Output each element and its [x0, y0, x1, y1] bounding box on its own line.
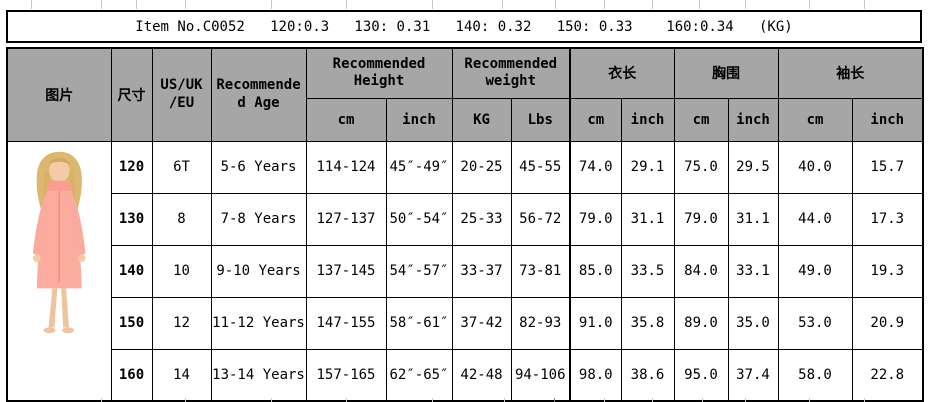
cell-chest-inch: 33.1 [727, 244, 779, 298]
cell-us-uk-eu: 10 [151, 244, 212, 298]
cell-length-cm: 98.0 [569, 348, 622, 402]
cell-height-cm: 127-137 [305, 192, 387, 246]
table-row: 160 14 13-14 Years 157-165 62″-65″ 42-48… [7, 348, 924, 402]
product-photo [8, 142, 110, 344]
cell-chest-inch: 37.4 [727, 348, 779, 402]
cell-chest-inch: 29.5 [727, 140, 779, 194]
cell-weight-kg: 25-33 [451, 192, 512, 246]
cell-chest-inch: 31.1 [727, 192, 779, 246]
cell-height-inch: 54″-57″ [385, 244, 453, 298]
product-photo-cell [6, 140, 112, 402]
col-header-length: 衣长 [569, 47, 675, 99]
cell-sleeve-inch: 19.3 [851, 244, 924, 298]
cell-weight-lbs: 82-93 [510, 296, 571, 350]
cell-height-cm: 147-155 [305, 296, 387, 350]
cell-chest-cm: 79.0 [673, 192, 729, 246]
cell-length-cm: 79.0 [569, 192, 622, 246]
cell-chest-cm: 75.0 [673, 140, 729, 194]
col-header-sleeve: 袖长 [777, 47, 924, 99]
cell-length-inch: 31.1 [620, 192, 675, 246]
cell-us-uk-eu: 14 [151, 348, 212, 402]
cell-age: 11-12 Years [210, 296, 307, 350]
cell-size: 120 [110, 140, 153, 194]
subheader-chest-cm: cm [673, 97, 729, 142]
subheader-length-cm: cm [569, 97, 622, 142]
cell-sleeve-inch: 20.9 [851, 296, 924, 350]
cell-sleeve-cm: 53.0 [777, 296, 853, 350]
cell-height-inch: 58″-61″ [385, 296, 453, 350]
cell-age: 5-6 Years [210, 140, 307, 194]
cell-weight-kg: 37-42 [451, 296, 512, 350]
col-header-image: 图片 [6, 47, 112, 142]
cell-length-inch: 33.5 [620, 244, 675, 298]
cell-weight-lbs: 56-72 [510, 192, 571, 246]
col-header-size: 尺寸 [110, 47, 153, 142]
cell-weight-lbs: 94-106 [510, 348, 571, 402]
subheader-sleeve-cm: cm [777, 97, 853, 142]
table-row: 130 8 7-8 Years 127-137 50″-54″ 25-33 56… [7, 192, 924, 246]
cell-height-inch: 50″-54″ [385, 192, 453, 246]
col-header-height: Recommended Height [305, 47, 453, 99]
cell-weight-lbs: 73-81 [510, 244, 571, 298]
subheader-weight-lbs: Lbs [510, 97, 571, 142]
cell-size: 160 [110, 348, 153, 402]
item-info-text: Item No.C0052 120:0.3 130: 0.31 140: 0.3… [135, 18, 793, 35]
cell-us-uk-eu: 12 [151, 296, 212, 350]
cell-size: 150 [110, 296, 153, 350]
cell-us-uk-eu: 8 [151, 192, 212, 246]
cell-chest-cm: 95.0 [673, 348, 729, 402]
cell-weight-kg: 33-37 [451, 244, 512, 298]
cell-length-inch: 38.6 [620, 348, 675, 402]
cell-height-cm: 157-165 [305, 348, 387, 402]
subheader-sleeve-inch: inch [851, 97, 924, 142]
cell-sleeve-inch: 15.7 [851, 140, 924, 194]
cell-age: 7-8 Years [210, 192, 307, 246]
cell-height-inch: 62″-65″ [385, 348, 453, 402]
cell-size: 140 [110, 244, 153, 298]
cell-weight-kg: 42-48 [451, 348, 512, 402]
cell-length-cm: 74.0 [569, 140, 622, 194]
subheader-chest-inch: inch [727, 97, 779, 142]
cell-length-inch: 29.1 [620, 140, 675, 194]
cell-sleeve-cm: 49.0 [777, 244, 853, 298]
cell-chest-inch: 35.0 [727, 296, 779, 350]
spreadsheet-gridlines-top [0, 0, 930, 9]
table-row: 120 6T 5-6 Years 114-124 45″-49″ 20-25 4… [6, 140, 924, 402]
cell-sleeve-cm: 40.0 [777, 140, 853, 194]
cell-age: 13-14 Years [210, 348, 307, 402]
table-row: 140 10 9-10 Years 137-145 54″-57″ 33-37 … [7, 244, 924, 298]
cell-weight-kg: 20-25 [451, 140, 512, 194]
girl-in-pink-robe-illustration [32, 151, 86, 333]
cell-length-cm: 85.0 [569, 244, 622, 298]
cell-chest-cm: 89.0 [673, 296, 729, 350]
subheader-height-inch: inch [385, 97, 453, 142]
subheader-length-inch: inch [620, 97, 675, 142]
subheader-height-cm: cm [305, 97, 387, 142]
item-info-bar: Item No.C0052 120:0.3 130: 0.31 140: 0.3… [6, 10, 922, 43]
cell-height-inch: 45″-49″ [385, 140, 453, 194]
cell-length-cm: 91.0 [569, 296, 622, 350]
col-header-chest: 胸围 [673, 47, 779, 99]
col-header-us-uk-eu: US/UK /EU [151, 47, 212, 142]
col-header-age: Recommende d Age [210, 47, 307, 142]
cell-sleeve-cm: 44.0 [777, 192, 853, 246]
cell-sleeve-inch: 22.8 [851, 348, 924, 402]
cell-us-uk-eu: 6T [151, 140, 212, 194]
cell-height-cm: 137-145 [305, 244, 387, 298]
cell-sleeve-cm: 58.0 [777, 348, 853, 402]
cell-age: 9-10 Years [210, 244, 307, 298]
cell-weight-lbs: 45-55 [510, 140, 571, 194]
cell-sleeve-inch: 17.3 [851, 192, 924, 246]
cell-chest-cm: 84.0 [673, 244, 729, 298]
col-header-weight: Recommended weight [451, 47, 571, 99]
cell-size: 130 [110, 192, 153, 246]
cell-height-cm: 114-124 [305, 140, 387, 194]
table-row: 150 12 11-12 Years 147-155 58″-61″ 37-42… [7, 296, 924, 350]
cell-length-inch: 35.8 [620, 296, 675, 350]
subheader-weight-kg: KG [451, 97, 512, 142]
size-chart-table: 图片 尺寸 US/UK /EU Recommende d Age Recomme… [6, 47, 924, 402]
